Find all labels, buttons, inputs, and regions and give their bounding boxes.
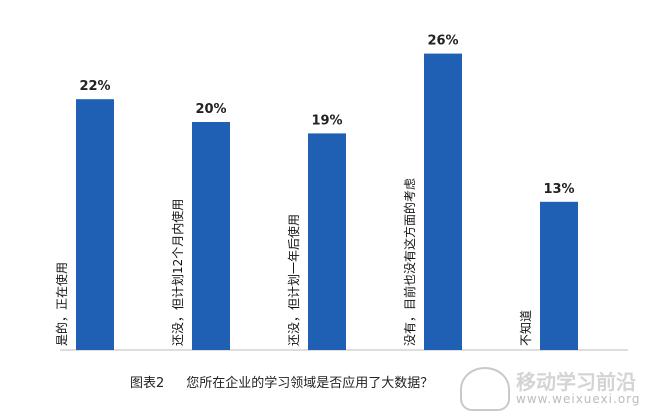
category-label-5: 不知道 [519,310,533,346]
watermark-logo-icon [460,367,510,411]
value-label-5: 13% [543,182,574,197]
watermark-url: www.weixuexi.org [516,392,641,407]
caption-label: 图表2 [130,376,165,391]
bar-3 [308,133,346,350]
category-label-1: 是的，正在使用 [54,262,69,346]
watermark: 移动学习前沿 www.weixuexi.org [460,366,665,412]
value-label-4: 26% [427,34,458,49]
bar-2 [192,122,230,350]
bars-group: 22% 是的，正在使用 20% 还没，但计划12个月内使用 19% 还没，但计划一年后使用… [54,34,578,350]
bar-4 [424,53,462,350]
value-label-1: 22% [79,79,110,94]
value-label-3: 19% [311,113,342,128]
category-label-3: 还没，但计划一年后使用 [286,214,301,346]
value-label-2: 20% [195,102,226,117]
bar-5 [540,201,578,350]
category-label-4: 没有，目前也没有这方面的考虑 [402,178,417,346]
category-label-2: 还没，但计划12个月内使用 [170,199,185,346]
bar-1 [76,99,114,350]
caption-text: 您所在企业的学习领域是否应用了大数据？ [186,376,434,391]
watermark-title: 移动学习前沿 [516,370,636,395]
chart-caption: 图表2 您所在企业的学习领域是否应用了大数据？ [130,372,433,391]
